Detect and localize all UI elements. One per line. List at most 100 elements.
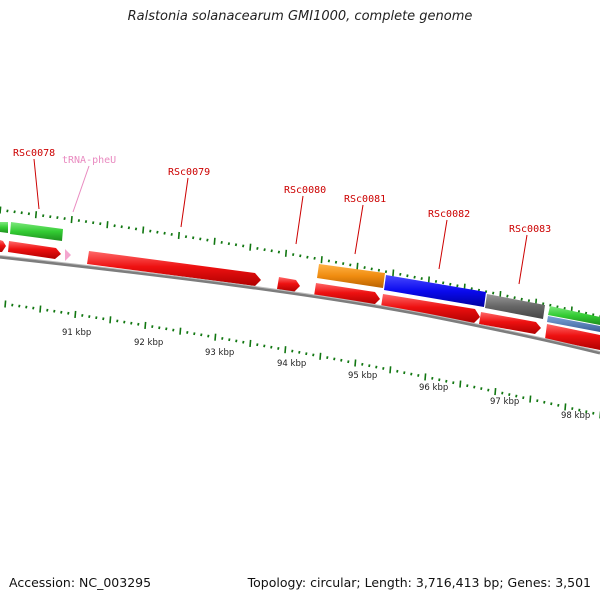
upper-ring-minor-tick — [399, 272, 402, 276]
lower-ring-minor-tick — [431, 376, 434, 380]
upper-ring-major-tick — [392, 269, 395, 277]
lower-ring-minor-tick — [445, 379, 448, 383]
upper-ring-minor-tick — [184, 235, 188, 239]
lower-ring-minor-tick — [557, 403, 560, 407]
scale-label-93-kbp: 93 kbp — [205, 348, 234, 358]
cds-arrow-rsc0079 — [87, 251, 261, 286]
upper-ring-minor-tick — [149, 229, 152, 233]
scale-label-94-kbp: 94 kbp — [277, 359, 306, 369]
gray-feature-rsc0083 — [485, 294, 545, 319]
cds-arrow-rsc0078 — [8, 241, 61, 259]
upper-ring-major-tick — [177, 231, 180, 240]
cds-arrow-right-edge — [545, 324, 600, 350]
lower-ring-minor-tick — [585, 410, 588, 414]
map-title: Ralstonia solanacearum GMI1000, complete… — [127, 9, 473, 24]
lower-ring-minor-tick — [522, 396, 525, 400]
lower-ring-minor-tick — [186, 330, 189, 334]
lower-ring-minor-tick — [452, 381, 455, 385]
upper-ring-minor-tick — [527, 299, 531, 303]
upper-ring-minor-tick — [270, 249, 273, 253]
lower-ring-minor-tick — [172, 328, 175, 332]
upper-ring-minor-tick — [77, 219, 81, 223]
lower-ring-major-tick — [389, 366, 392, 374]
lower-ring-minor-tick — [487, 388, 490, 392]
upper-ring-minor-tick — [6, 209, 9, 213]
upper-ring-minor-tick — [27, 212, 31, 216]
lower-ring-minor-tick — [438, 378, 441, 382]
lower-ring-minor-tick — [130, 321, 133, 325]
upper-ring-minor-tick — [313, 256, 316, 260]
lower-ring-minor-tick — [123, 320, 126, 324]
lower-ring-minor-tick — [263, 344, 266, 348]
lower-ring-minor-tick — [312, 353, 315, 357]
upper-ring-minor-tick — [234, 243, 238, 247]
upper-ring-minor-tick — [413, 275, 416, 279]
upper-ring-minor-tick — [42, 214, 45, 218]
leader-line-trna-pheu — [72, 165, 90, 213]
leader-line-rsc0082 — [438, 219, 448, 270]
leader-line-rsc0079 — [180, 177, 189, 228]
upper-ring-minor-tick — [206, 238, 209, 242]
lower-ring-major-tick — [109, 316, 112, 324]
lower-ring-minor-tick — [403, 371, 406, 375]
gene-label-trna-pheu: tRNA-pheU — [62, 155, 116, 166]
lower-ring-minor-tick — [18, 304, 21, 308]
cds-arrow-rsc0080 — [277, 277, 300, 292]
lower-ring-major-tick — [39, 305, 42, 313]
lower-ring-minor-tick — [305, 352, 308, 356]
cds-arrow-rsc0082 — [381, 294, 480, 323]
upper-ring-minor-tick — [520, 297, 523, 301]
upper-ring-minor-tick — [327, 259, 331, 263]
upper-ring-minor-tick — [506, 294, 509, 298]
lower-ring-minor-tick — [256, 343, 259, 347]
cds-arrow-rsc0083 — [479, 312, 541, 334]
lower-ring-minor-tick — [592, 411, 595, 415]
lower-ring-minor-tick — [298, 350, 301, 354]
trna-arrow-phe — [65, 249, 71, 261]
upper-ring-minor-tick — [256, 246, 259, 250]
upper-ring-minor-tick — [470, 287, 473, 291]
gene-label-rsc0081: RSc0081 — [344, 194, 386, 205]
upper-ring-minor-tick — [120, 225, 123, 229]
lower-ring-minor-tick — [473, 385, 476, 389]
upper-ring-major-tick — [142, 226, 145, 234]
lower-ring-minor-tick — [88, 315, 91, 319]
upper-ring-major-tick — [249, 243, 252, 251]
upper-ring-major-tick — [356, 262, 359, 270]
genome-backbone — [0, 255, 600, 355]
lower-ring-minor-tick — [46, 308, 49, 312]
green-feature-left-edge — [0, 222, 8, 233]
upper-ring-minor-tick — [192, 236, 195, 240]
upper-ring-minor-tick — [199, 237, 202, 241]
lower-ring-minor-tick — [207, 334, 210, 338]
scale-label-91-kbp: 91 kbp — [62, 328, 91, 338]
lower-ring-major-tick — [564, 403, 567, 411]
lower-ring-minor-tick — [515, 394, 518, 398]
upper-ring-minor-tick — [299, 254, 302, 258]
lower-ring-minor-tick — [95, 316, 98, 320]
lower-ring-minor-tick — [11, 303, 14, 307]
upper-ring-major-tick — [0, 206, 2, 214]
upper-ring-minor-tick — [363, 266, 366, 270]
lower-ring-minor-tick — [151, 325, 154, 329]
lower-ring-minor-tick — [410, 372, 413, 376]
lower-ring-minor-tick — [501, 391, 504, 395]
upper-ring-minor-tick — [92, 221, 95, 225]
gene-label-rsc0083: RSc0083 — [509, 224, 551, 235]
green-feature-right-edge — [548, 306, 600, 325]
upper-ring-minor-tick — [20, 211, 23, 215]
lower-ring-major-tick — [144, 321, 147, 329]
upper-ring-minor-tick — [306, 255, 309, 259]
upper-ring-minor-tick — [492, 291, 495, 295]
upper-ring-minor-tick — [442, 281, 445, 285]
upper-ring-minor-tick — [334, 260, 338, 264]
lower-ring-major-tick — [529, 395, 532, 403]
leader-line-rsc0081 — [354, 204, 364, 255]
upper-ring-major-tick — [213, 237, 216, 245]
upper-ring-minor-tick — [370, 267, 373, 271]
lower-ring-minor-tick — [81, 313, 84, 317]
lower-ring-minor-tick — [333, 357, 336, 361]
lower-ring-major-tick — [424, 373, 427, 381]
upper-ring-minor-tick — [406, 274, 409, 278]
